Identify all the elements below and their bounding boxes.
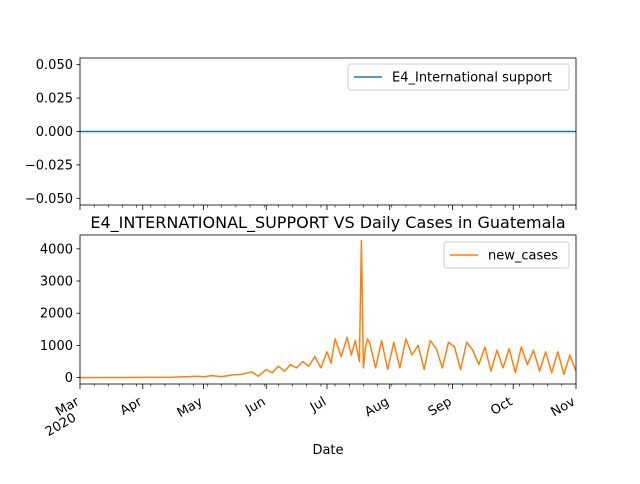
top-legend-label: E4_International support xyxy=(392,71,552,86)
new-cases-line xyxy=(79,240,577,379)
top-subplot-y-axis: 0.050 0.025 0.000 −0.025 −0.050 xyxy=(25,58,80,207)
bottom-legend-label: new_cases xyxy=(488,249,558,264)
bottom-x-tick-label: Jul xyxy=(307,394,329,415)
top-subplot-legend: E4_International support xyxy=(347,63,570,91)
top-subplot: 0.050 0.025 0.000 −0.025 −0.050 E4_Internati… xyxy=(25,57,577,210)
x-axis-label: Date xyxy=(312,443,343,458)
top-subplot-x-axis xyxy=(79,205,577,210)
bottom-y-tick-label: 1000 xyxy=(40,339,73,354)
top-legend-box xyxy=(347,63,570,91)
bottom-legend-box xyxy=(443,241,570,269)
bottom-subplot-title: E4_INTERNATIONAL_SUPPORT VS Daily Cases … xyxy=(90,213,565,233)
bottom-subplot-legend: new_cases xyxy=(443,241,570,269)
bottom-subplot-y-axis: 0 1000 2000 3000 4000 xyxy=(40,242,80,386)
bottom-y-tick-label: 4000 xyxy=(40,242,73,257)
bottom-y-tick-label: 3000 xyxy=(40,275,73,290)
top-y-tick-label: −0.025 xyxy=(25,158,73,173)
bottom-subplot-frame xyxy=(79,234,577,385)
top-y-tick-label: 0.050 xyxy=(36,58,73,73)
bottom-subplot-plot-area xyxy=(79,240,577,379)
bottom-y-tick-label: 0 xyxy=(65,371,73,386)
top-y-tick-label: 0.000 xyxy=(36,125,73,140)
bottom-y-tick-label: 2000 xyxy=(40,307,73,322)
top-y-tick-label: 0.025 xyxy=(36,92,73,107)
top-y-tick-label: −0.050 xyxy=(25,192,73,207)
